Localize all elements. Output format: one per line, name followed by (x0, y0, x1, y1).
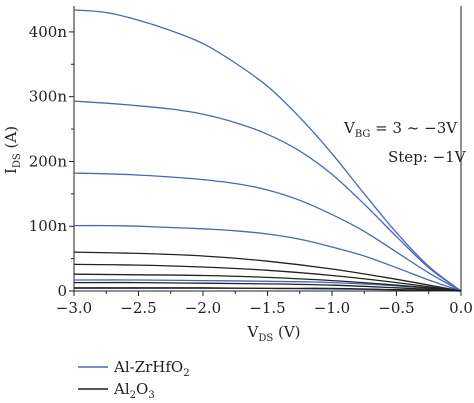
legend: Al-ZrHfO2 Al2O3 (78, 358, 190, 401)
series-line-al2o3-8 (73, 273, 462, 292)
series-line-al-zrhfo2-1 (73, 100, 462, 292)
y-tick-label: 0 (57, 282, 67, 300)
series-line-al2o3-7 (73, 263, 462, 292)
series-line-al2o3-6 (73, 251, 462, 292)
x-tick-label: −1.0 (314, 299, 350, 317)
x-tick-label: −3.0 (56, 299, 92, 317)
series-line-al2o3-9 (73, 281, 462, 292)
series-line-al-zrhfo2-3 (73, 224, 462, 292)
step-annotation: Step: −1V (388, 148, 467, 166)
y-tick-label: 200n (29, 152, 68, 170)
y-tick-label: 300n (29, 88, 68, 106)
legend-entry-al-zrhfo2: Al-ZrHfO2 (113, 358, 190, 379)
x-axis-label: VDS (V) (246, 323, 300, 344)
x-tick-label: 0.0 (449, 299, 473, 317)
x-tick-label: −1.5 (249, 299, 285, 317)
y-tick-label: 100n (29, 217, 68, 235)
series-line-al-zrhfo2-0 (73, 9, 462, 292)
x-tick-label: −2.5 (120, 299, 156, 317)
y-tick-label: 400n (29, 23, 68, 41)
legend-entry-al2o3: Al2O3 (113, 380, 155, 401)
plot-axes: −3.0 −2.5 −2.0 −1.5 −1.0 −0.5 0.0 0 100n 200n 300n… (29, 6, 473, 317)
y-axis-label: IDS (A) (2, 126, 23, 174)
plot-series (73, 9, 462, 292)
x-tick-label: −0.5 (378, 299, 414, 317)
x-tick-label: −2.0 (185, 299, 221, 317)
series-line-al2o3-10 (74, 287, 462, 292)
vbg-annotation: VBG = 3 ~ −3V (343, 119, 458, 140)
series-line-al-zrhfo2-2 (73, 172, 462, 292)
